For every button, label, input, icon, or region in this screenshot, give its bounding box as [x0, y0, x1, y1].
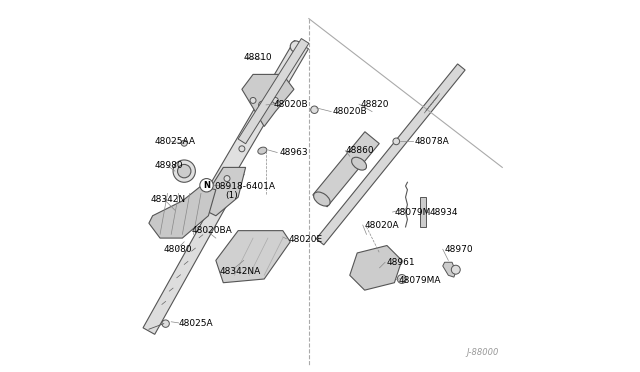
Text: 48025AA: 48025AA	[154, 137, 195, 146]
Polygon shape	[349, 246, 402, 290]
Polygon shape	[205, 41, 308, 201]
Circle shape	[259, 101, 266, 109]
Text: 48078A: 48078A	[415, 137, 450, 146]
Circle shape	[310, 106, 318, 113]
Circle shape	[224, 176, 230, 182]
Polygon shape	[313, 132, 380, 207]
Circle shape	[273, 97, 278, 103]
Circle shape	[181, 140, 187, 146]
Circle shape	[177, 164, 191, 178]
Polygon shape	[201, 167, 246, 216]
Text: 48020B: 48020B	[273, 100, 308, 109]
Circle shape	[239, 146, 245, 152]
Text: 48020B: 48020B	[333, 107, 367, 116]
Text: 48963: 48963	[279, 148, 308, 157]
Circle shape	[173, 160, 195, 182]
Text: 48860: 48860	[346, 146, 374, 155]
Text: 48970: 48970	[445, 245, 473, 254]
Text: 48080: 48080	[164, 245, 193, 254]
Circle shape	[393, 138, 399, 145]
Text: 48025A: 48025A	[179, 319, 213, 328]
Circle shape	[200, 179, 213, 192]
Circle shape	[397, 275, 406, 283]
Text: N: N	[203, 181, 210, 190]
Text: (1): (1)	[225, 191, 238, 200]
Text: 48934: 48934	[429, 208, 458, 217]
Circle shape	[451, 265, 460, 274]
Text: J-88000: J-88000	[466, 348, 499, 357]
Polygon shape	[316, 64, 465, 245]
Polygon shape	[238, 39, 309, 144]
Ellipse shape	[258, 147, 267, 154]
Text: 48820: 48820	[361, 100, 389, 109]
Text: 48020E: 48020E	[289, 235, 323, 244]
Circle shape	[277, 234, 285, 242]
Text: 08918-6401A: 08918-6401A	[214, 182, 275, 190]
Polygon shape	[216, 231, 291, 283]
Polygon shape	[242, 74, 294, 126]
Polygon shape	[143, 168, 244, 334]
Polygon shape	[443, 262, 456, 277]
Text: 48079M: 48079M	[394, 208, 431, 217]
Polygon shape	[420, 197, 426, 227]
Circle shape	[290, 41, 301, 52]
Text: 48079MA: 48079MA	[398, 276, 440, 285]
Circle shape	[250, 97, 256, 103]
Text: 48980: 48980	[154, 161, 183, 170]
Ellipse shape	[351, 157, 367, 170]
Circle shape	[162, 320, 170, 327]
Text: 48020A: 48020A	[365, 221, 399, 230]
Text: 48961: 48961	[387, 258, 415, 267]
Text: 48810: 48810	[244, 53, 273, 62]
Text: 48342NA: 48342NA	[220, 267, 261, 276]
Text: 48342N: 48342N	[151, 195, 186, 203]
Text: 48020BA: 48020BA	[191, 226, 232, 235]
Ellipse shape	[314, 192, 330, 206]
Polygon shape	[149, 186, 216, 238]
